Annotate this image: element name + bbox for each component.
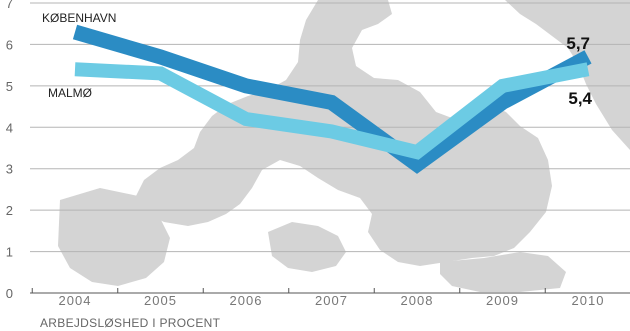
x-tick-label: 2004 bbox=[59, 293, 92, 308]
x-tick-label: 2006 bbox=[230, 293, 263, 308]
series-end-label: 5,4 bbox=[568, 89, 592, 108]
x-tick-label: 2010 bbox=[572, 293, 605, 308]
y-axis-ticks: 0 1 2 3 4 5 6 7 bbox=[6, 0, 13, 301]
y-tick-label: 6 bbox=[6, 37, 13, 52]
y-tick-label: 5 bbox=[6, 79, 13, 94]
y-tick-label: 3 bbox=[6, 162, 13, 177]
x-axis: 2004 2005 2006 2007 2008 2009 2010 bbox=[30, 288, 630, 308]
map-landmass-southwest bbox=[58, 188, 170, 286]
x-axis-title: ARBEJDSLØSHED I PROCENT bbox=[40, 316, 221, 330]
series-end-label: 5,7 bbox=[566, 34, 590, 53]
x-tick-label: 2005 bbox=[144, 293, 177, 308]
x-tick-label: 2009 bbox=[486, 293, 519, 308]
series-name-label: KØBENHAVN bbox=[42, 11, 116, 25]
y-tick-label: 7 bbox=[6, 0, 13, 11]
x-tick-label: 2008 bbox=[401, 293, 434, 308]
series-line-1 bbox=[74, 62, 590, 160]
background-map bbox=[58, 0, 630, 292]
y-tick-label: 2 bbox=[6, 203, 13, 218]
x-tick-label: 2007 bbox=[315, 293, 348, 308]
map-landmass-east bbox=[505, 0, 630, 150]
series-labels: KØBENHAVN MALMØ 5,7 5,4 bbox=[42, 11, 593, 108]
series-name-label: MALMØ bbox=[48, 86, 92, 100]
y-tick-label: 4 bbox=[6, 120, 13, 135]
map-landmass-southeast bbox=[440, 252, 566, 292]
map-island-south bbox=[268, 222, 346, 272]
series-lines bbox=[72, 24, 592, 174]
y-tick-label: 0 bbox=[6, 286, 13, 301]
y-tick-label: 1 bbox=[6, 245, 13, 260]
series-line-0 bbox=[72, 24, 592, 174]
